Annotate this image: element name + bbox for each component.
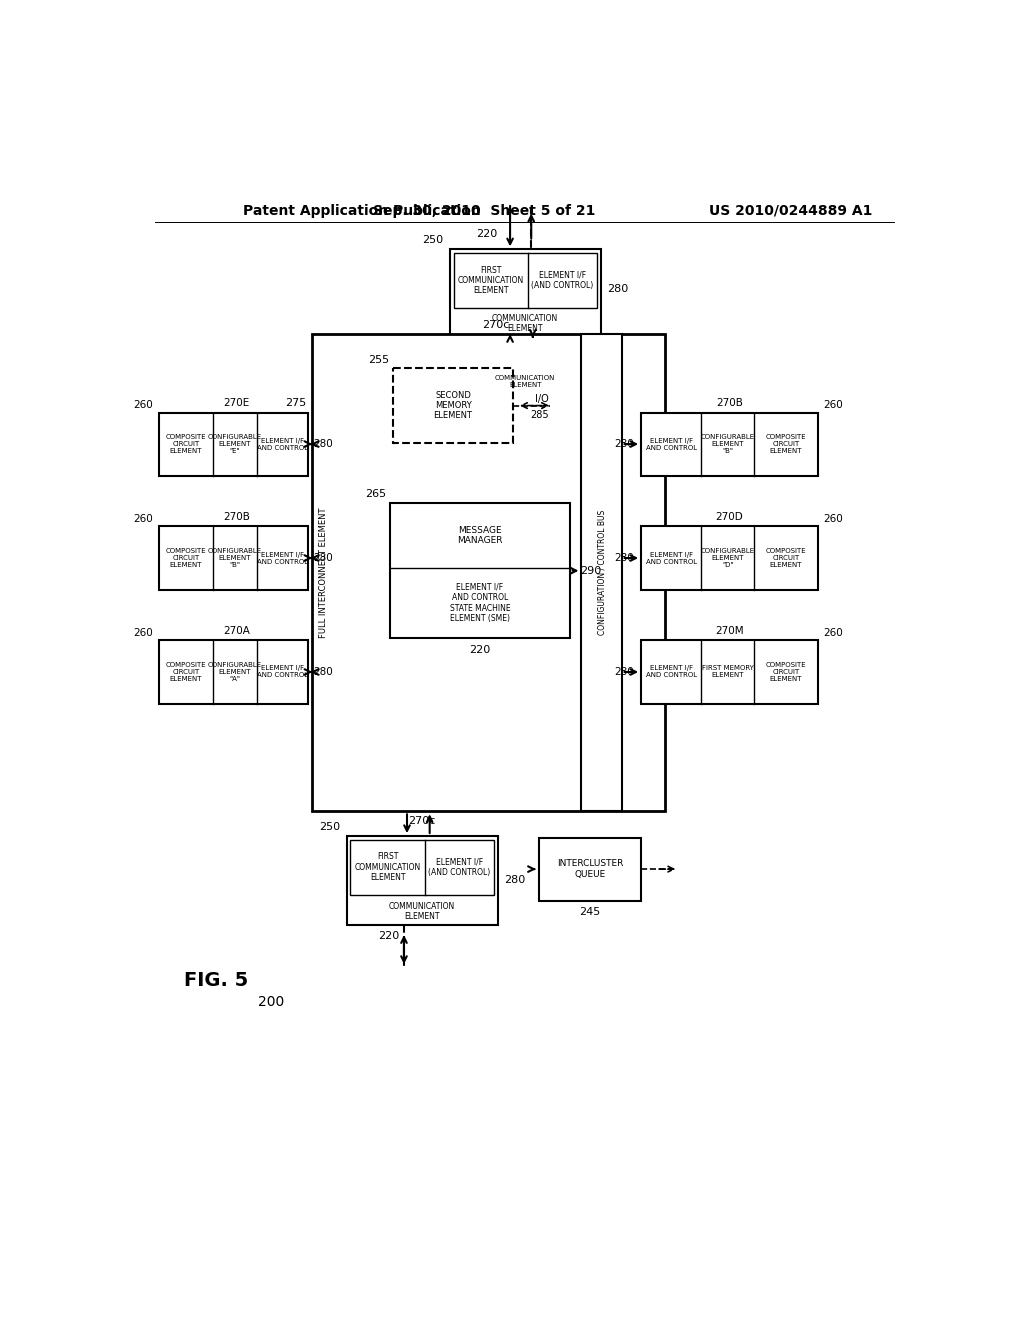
Text: 250: 250 [422,235,443,246]
Text: 275: 275 [285,399,306,408]
Text: Sep. 30, 2010  Sheet 5 of 21: Sep. 30, 2010 Sheet 5 of 21 [374,203,596,218]
Text: 270c: 270c [409,816,436,825]
Text: 280: 280 [607,284,629,294]
Text: COMPOSITE
CIRCUIT
ELEMENT: COMPOSITE CIRCUIT ELEMENT [166,663,206,682]
Text: ELEMENT I/F
AND CONTROL: ELEMENT I/F AND CONTROL [257,665,308,678]
Bar [641,527,818,590]
Text: COMPOSITE
CIRCUIT
ELEMENT: COMPOSITE CIRCUIT ELEMENT [766,434,806,454]
Text: ELEMENT I/F
(AND CONTROL): ELEMENT I/F (AND CONTROL) [428,858,490,876]
Text: FIRST
COMMUNICATION
ELEMENT: FIRST COMMUNICATION ELEMENT [354,853,421,882]
Text: ELEMENT I/F
(AND CONTROL): ELEMENT I/F (AND CONTROL) [531,271,594,290]
Bar [641,640,818,704]
Text: MESSAGE
MANAGER: MESSAGE MANAGER [457,525,503,545]
Text: COMPOSITE
CIRCUIT
ELEMENT: COMPOSITE CIRCUIT ELEMENT [766,663,806,682]
Text: 220: 220 [379,931,399,941]
Text: 260: 260 [823,513,843,524]
Text: 270c: 270c [482,319,510,330]
Text: CONFIGURABLE
ELEMENT
"E": CONFIGURABLE ELEMENT "E" [208,434,262,454]
Text: 280: 280 [614,440,634,449]
Text: FULL INTERCONNECT ELEMENT: FULL INTERCONNECT ELEMENT [318,507,328,638]
Text: COMPOSITE
CIRCUIT
ELEMENT: COMPOSITE CIRCUIT ELEMENT [166,434,206,454]
Text: Patent Application Publication: Patent Application Publication [243,203,480,218]
Bar [312,334,665,812]
Text: 260: 260 [133,400,154,409]
Text: 270M: 270M [715,626,743,636]
Text: 260: 260 [133,513,154,524]
Text: 270D: 270D [716,512,743,523]
Text: I/O: I/O [535,395,549,404]
Text: CONFIGURABLE
ELEMENT
"A": CONFIGURABLE ELEMENT "A" [208,663,262,682]
Text: ELEMENT I/F
AND CONTROL: ELEMENT I/F AND CONTROL [257,437,308,450]
Bar [539,837,641,900]
Text: ELEMENT I/F
AND CONTROL: ELEMENT I/F AND CONTROL [645,552,696,565]
Text: 280: 280 [614,553,634,564]
Text: ELEMENT I/F
AND CONTROL: ELEMENT I/F AND CONTROL [257,552,308,565]
Text: 250: 250 [318,822,340,832]
Bar [582,334,622,812]
Text: 280: 280 [313,440,333,449]
Text: ELEMENT I/F
AND CONTROL: ELEMENT I/F AND CONTROL [645,665,696,678]
Text: 255: 255 [369,355,390,366]
Text: US 2010/0244889 A1: US 2010/0244889 A1 [710,203,872,218]
Text: SECOND
MEMORY
ELEMENT: SECOND MEMORY ELEMENT [433,391,473,421]
Text: 260: 260 [133,628,154,638]
Text: 285: 285 [530,409,549,420]
Text: 220: 220 [469,644,490,655]
Text: 220: 220 [476,228,498,239]
Text: FIRST
COMMUNICATION
ELEMENT: FIRST COMMUNICATION ELEMENT [458,265,524,296]
Text: COMMUNICATION
ELEMENT: COMMUNICATION ELEMENT [495,375,555,388]
Text: 270B: 270B [716,399,742,408]
Text: 290: 290 [581,566,602,576]
Text: 200: 200 [258,994,285,1008]
Bar [350,840,494,895]
Text: COMPOSITE
CIRCUIT
ELEMENT: COMPOSITE CIRCUIT ELEMENT [766,548,806,568]
Text: 280: 280 [313,553,333,564]
Text: COMMUNICATION
ELEMENT: COMMUNICATION ELEMENT [493,314,558,333]
Text: FIG. 5: FIG. 5 [183,972,248,990]
Bar [346,836,498,924]
Text: COMPOSITE
CIRCUIT
ELEMENT: COMPOSITE CIRCUIT ELEMENT [166,548,206,568]
Text: CONFIGURABLE
ELEMENT
"B": CONFIGURABLE ELEMENT "B" [700,434,755,454]
Bar [393,368,513,444]
Text: 260: 260 [823,400,843,409]
Text: 265: 265 [366,490,387,499]
Text: 270B: 270B [223,512,250,523]
Bar [641,412,818,475]
Bar [450,249,601,338]
Text: 270E: 270E [223,399,250,408]
Text: CONFIGURABLE
ELEMENT
"D": CONFIGURABLE ELEMENT "D" [700,548,755,568]
Bar [390,503,569,638]
Text: 245: 245 [580,907,600,917]
Bar [159,412,308,475]
Text: 280: 280 [504,875,525,886]
Text: 280: 280 [313,667,333,677]
Text: ELEMENT I/F
AND CONTROL
STATE MACHINE
ELEMENT (SME): ELEMENT I/F AND CONTROL STATE MACHINE EL… [450,583,510,623]
Text: FIRST MEMORY
ELEMENT: FIRST MEMORY ELEMENT [701,665,754,678]
Text: COMMUNICATION
ELEMENT: COMMUNICATION ELEMENT [389,902,456,921]
Text: 260: 260 [823,628,843,638]
Text: 270A: 270A [223,626,250,636]
Bar [159,640,308,704]
Text: CONFIGURATION / CONTROL BUS: CONFIGURATION / CONTROL BUS [597,510,606,635]
Bar [454,253,597,308]
Bar [159,527,308,590]
Text: INTERCLUSTER
QUEUE: INTERCLUSTER QUEUE [557,859,623,879]
Text: CONFIGURABLE
ELEMENT
"B": CONFIGURABLE ELEMENT "B" [208,548,262,568]
Text: 280: 280 [614,667,634,677]
Text: ELEMENT I/F
AND CONTROL: ELEMENT I/F AND CONTROL [645,437,696,450]
